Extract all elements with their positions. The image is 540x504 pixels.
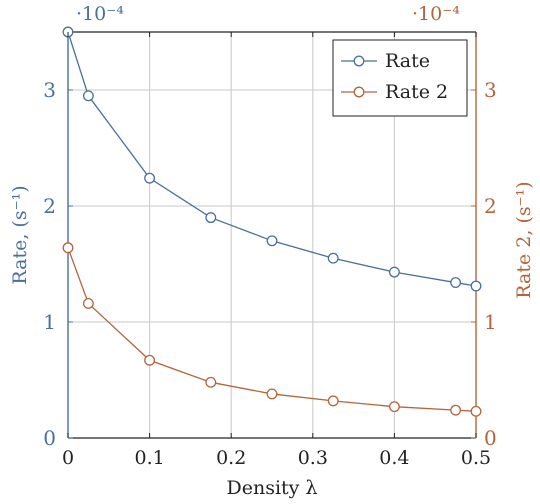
legend: Rate Rate 2 [332,39,468,117]
x-tick-label: 0 [62,447,74,469]
y-tick-label-right: 2 [484,194,497,218]
data-point-rate [327,252,339,264]
data-point-rate-2 [205,376,217,388]
y-tick-label-left: 3 [43,78,56,102]
data-point-rate-2 [82,297,94,309]
y-tick-label-right: 1 [484,310,497,334]
y-tick-label-left: 1 [43,310,56,334]
data-point-rate [82,90,94,102]
data-point-rate-2 [266,388,278,400]
legend-swatch-marker [353,86,365,98]
data-point-rate [470,280,482,292]
y-axis-label-left: Rate, (s⁻¹) [9,185,31,284]
data-point-rate-2 [470,405,482,417]
x-axis-label: Density λ [227,477,318,499]
legend-label: Rate 2 [385,81,448,103]
legend-label: Rate [385,50,430,72]
y-axis-label-right: Rate 2, (s⁻¹) [513,181,535,298]
x-tick-label: 0.4 [379,447,409,469]
data-point-rate [205,212,217,224]
data-point-rate [450,277,462,289]
y-tick-label-left: 2 [43,194,56,218]
data-point-rate [266,235,278,247]
data-point-rate-2 [450,404,462,416]
data-point-rate-2 [144,354,156,366]
plot-frame [67,31,477,439]
y-axis-multiplier-right: ·10⁻⁴ [412,3,460,25]
series-layer [62,26,482,417]
y-tick-label-right: 3 [484,78,497,102]
legend-box [332,39,468,117]
data-point-rate [388,266,400,278]
y-tick-label-left: 0 [43,426,56,450]
series-line-rate-2 [67,247,477,412]
data-point-rate-2 [327,395,339,407]
x-tick-label: 0.5 [461,447,491,469]
x-tick-label: 0.3 [298,447,328,469]
y-tick-label-right: 0 [484,426,497,450]
data-point-rate-2 [62,242,74,254]
data-point-rate-2 [388,401,400,413]
data-point-rate [144,172,156,184]
x-tick-label: 0.2 [216,447,246,469]
x-tick-label: 0.1 [134,447,164,469]
y-axis-multiplier-left: ·10⁻⁴ [76,3,124,25]
legend-swatch-marker [353,55,365,67]
